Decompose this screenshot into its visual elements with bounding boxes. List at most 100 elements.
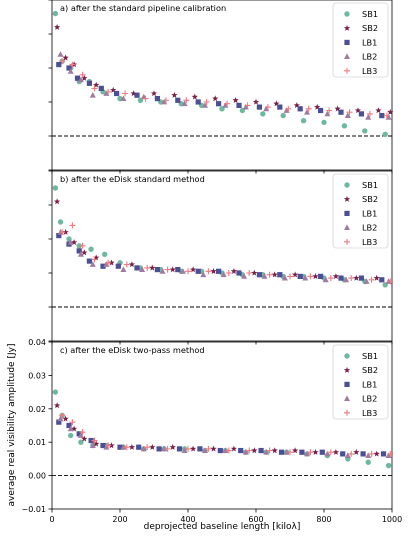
legend-label-sb1: SB1: [362, 9, 378, 19]
point-lb1: [340, 451, 346, 457]
point-lb3: [225, 270, 232, 276]
point-lb3: [366, 110, 373, 117]
point-sb1: [300, 118, 307, 124]
point-sb1: [260, 111, 266, 117]
point-sb2: [169, 266, 176, 273]
point-lb1: [236, 102, 242, 108]
point-lb3: [79, 242, 86, 249]
point-lb1: [86, 80, 92, 86]
point-lb3: [69, 222, 76, 229]
legend-marker-lb3: [344, 238, 350, 245]
legend-marker-sb1: [344, 11, 350, 17]
point-sb2: [312, 448, 319, 455]
point-lb3: [123, 444, 130, 451]
point-lb3: [287, 273, 293, 280]
legend-label-lb2: LB2: [362, 223, 377, 233]
point-sb2: [128, 261, 136, 268]
point-lb2: [120, 266, 127, 272]
point-lb1: [76, 248, 82, 254]
point-lb2: [179, 268, 186, 274]
point-lb3: [387, 278, 394, 285]
point-lb3: [327, 449, 334, 456]
point-lb3: [59, 58, 66, 65]
series-lb1: [56, 419, 387, 457]
point-lb3: [185, 268, 191, 275]
point-lb1: [175, 267, 181, 273]
x-tick-label: 1000: [382, 515, 402, 524]
point-lb1: [56, 419, 62, 425]
point-lb3: [346, 109, 353, 116]
point-lb2: [67, 425, 74, 432]
point-lb3: [105, 88, 112, 95]
point-lb2: [120, 95, 127, 101]
point-sb2: [62, 415, 69, 422]
point-sb2: [373, 450, 380, 457]
point-sb2: [189, 445, 197, 452]
point-sb2: [130, 90, 137, 97]
point-lb3: [264, 104, 271, 111]
point-sb2: [70, 425, 78, 432]
point-lb2: [139, 266, 146, 272]
point-lb2: [344, 452, 351, 458]
point-lb2: [324, 110, 331, 117]
point-lb3: [79, 429, 86, 436]
point-lb1: [66, 65, 72, 71]
point-lb1: [216, 268, 222, 274]
legend-marker-sb2: [343, 195, 351, 202]
legend: SB1 SB2 LB1 LB2 LB3: [332, 2, 389, 78]
legend-marker-lb2: [344, 53, 350, 59]
point-lb1: [277, 104, 283, 110]
point-sb2: [62, 228, 69, 235]
point-sb2: [149, 443, 156, 450]
point-lb2: [67, 239, 74, 245]
point-lb2: [343, 276, 350, 283]
point-lb2: [322, 276, 329, 283]
point-lb2: [365, 452, 372, 458]
legend-marker-sb2: [343, 366, 351, 373]
point-lb1: [256, 272, 262, 278]
point-lb2: [181, 100, 188, 107]
point-sb2: [189, 266, 197, 273]
point-lb1: [74, 75, 81, 81]
legend-marker-lb1: [344, 381, 350, 387]
point-sb1: [57, 219, 64, 225]
x-tick-label: 600: [248, 515, 263, 524]
point-lb1: [338, 275, 344, 281]
legend-label-sb1: SB1: [362, 351, 378, 361]
point-lb1: [358, 111, 364, 117]
legend-label-lb2: LB2: [362, 52, 377, 62]
legend-label-lb1: LB1: [362, 37, 377, 47]
legend-label-sb2: SB2: [362, 23, 378, 33]
point-sb1: [76, 243, 82, 249]
point-sb2: [375, 107, 382, 114]
point-lb1: [154, 267, 160, 273]
point-sb2: [230, 268, 238, 274]
point-lb3: [164, 445, 171, 452]
point-lb3: [79, 71, 86, 78]
panel-c: −0.01 0.00 0.01 0.02 0.03 0.04 0 200 400 600 800 10…: [21, 338, 402, 524]
point-lb1: [360, 451, 366, 457]
point-sb1: [385, 462, 392, 469]
point-lb3: [307, 273, 314, 280]
point-lb1: [134, 265, 140, 271]
point-lb1: [195, 99, 201, 105]
point-lb1: [76, 431, 82, 437]
point-lb3: [185, 445, 191, 452]
point-lb3: [246, 447, 253, 454]
point-lb1: [258, 447, 264, 454]
y-tick-label: 0.02: [28, 405, 46, 414]
point-lb2: [304, 109, 310, 115]
point-lb2: [261, 273, 268, 279]
legend-box: [332, 344, 389, 420]
point-sb1: [52, 185, 59, 191]
legend-marker-lb1: [344, 210, 350, 216]
point-lb3: [105, 442, 112, 449]
point-sb2: [252, 98, 260, 105]
point-lb1: [379, 113, 385, 119]
point-lb3: [69, 419, 76, 426]
point-sb2: [293, 102, 300, 109]
legend-label-sb1: SB1: [362, 180, 378, 190]
panel-b: b) after the eDisk standard method SB1 SB2…: [48, 170, 394, 345]
series-lb2: [57, 229, 392, 284]
